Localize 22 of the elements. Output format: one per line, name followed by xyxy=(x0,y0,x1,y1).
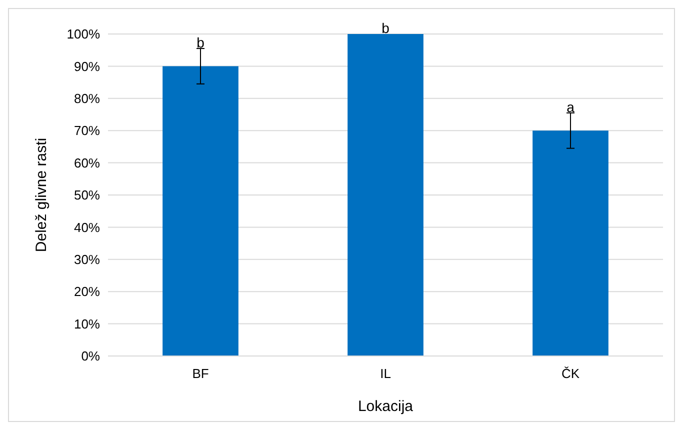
x-tick-label: IL xyxy=(380,366,391,381)
y-tick-label: 100% xyxy=(66,26,100,42)
bar xyxy=(532,130,608,356)
x-tick-label: ČK xyxy=(561,366,580,381)
y-tick-label: 80% xyxy=(74,90,100,106)
annotation: a xyxy=(566,98,575,115)
y-tick-label: 60% xyxy=(74,155,100,170)
bar xyxy=(348,34,424,356)
x-axis-title: Lokacija xyxy=(358,398,414,415)
bar xyxy=(162,66,238,356)
y-axis-title: Delež glivne rasti xyxy=(33,138,50,252)
annotation: b xyxy=(196,34,205,50)
y-tick-label: 0% xyxy=(81,348,100,364)
y-tick-label: 40% xyxy=(74,220,100,235)
annotation: b xyxy=(382,20,390,36)
x-tick-label: BF xyxy=(192,366,209,381)
y-tick-label: 10% xyxy=(74,316,100,332)
y-tick-label: 20% xyxy=(74,284,100,300)
y-tick-label: 50% xyxy=(74,188,100,203)
y-tick-label: 70% xyxy=(74,123,100,138)
y-tick-label: 30% xyxy=(74,252,100,267)
y-tick-label: 90% xyxy=(74,58,100,74)
